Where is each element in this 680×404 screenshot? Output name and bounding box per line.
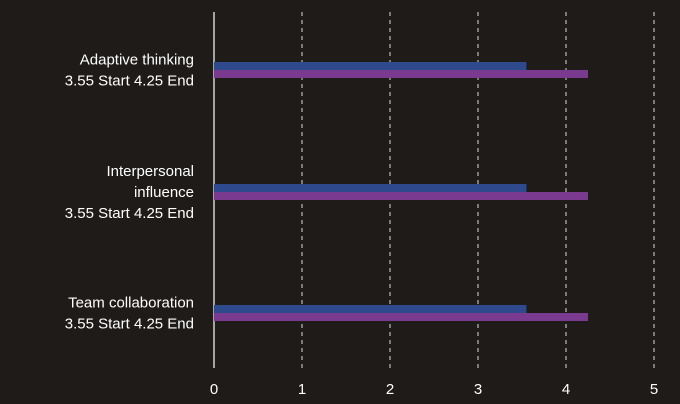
category-label-2-line-0: Team collaboration [68,295,194,312]
category-label-0-line-1: 3.55 Start 4.25 End [65,73,194,90]
bar-series-1-category-2 [214,313,588,321]
bar-series-1-category-1 [214,192,588,200]
x-tick-label-1: 1 [298,381,306,398]
category-label-2-line-1: 3.55 Start 4.25 End [65,316,194,333]
bar-series-0-category-0 [214,62,527,70]
category-label-0-line-0: Adaptive thinking [80,52,194,69]
x-tick-label-2: 2 [386,381,394,398]
x-tick-label-5: 5 [650,381,658,398]
bar-series-1-category-0 [214,70,588,78]
category-label-2: Team collaboration 3.55 Start 4.25 End [65,295,194,333]
category-label-1-line-0: Interpersonal [106,163,194,180]
category-label-0: Adaptive thinking 3.55 Start 4.25 End [65,52,194,90]
x-tick-label-3: 3 [474,381,482,398]
category-label-1-line-2: 3.55 Start 4.25 End [65,205,194,222]
x-tick-label-4: 4 [562,381,570,398]
category-label-1: Interpersonal influence 3.55 Start 4.25 En… [65,163,194,222]
x-tick-label-0: 0 [210,381,218,398]
bar-series-0-category-2 [214,305,527,313]
bar-series-0-category-1 [214,184,527,192]
category-label-1-line-1: influence [134,184,194,201]
